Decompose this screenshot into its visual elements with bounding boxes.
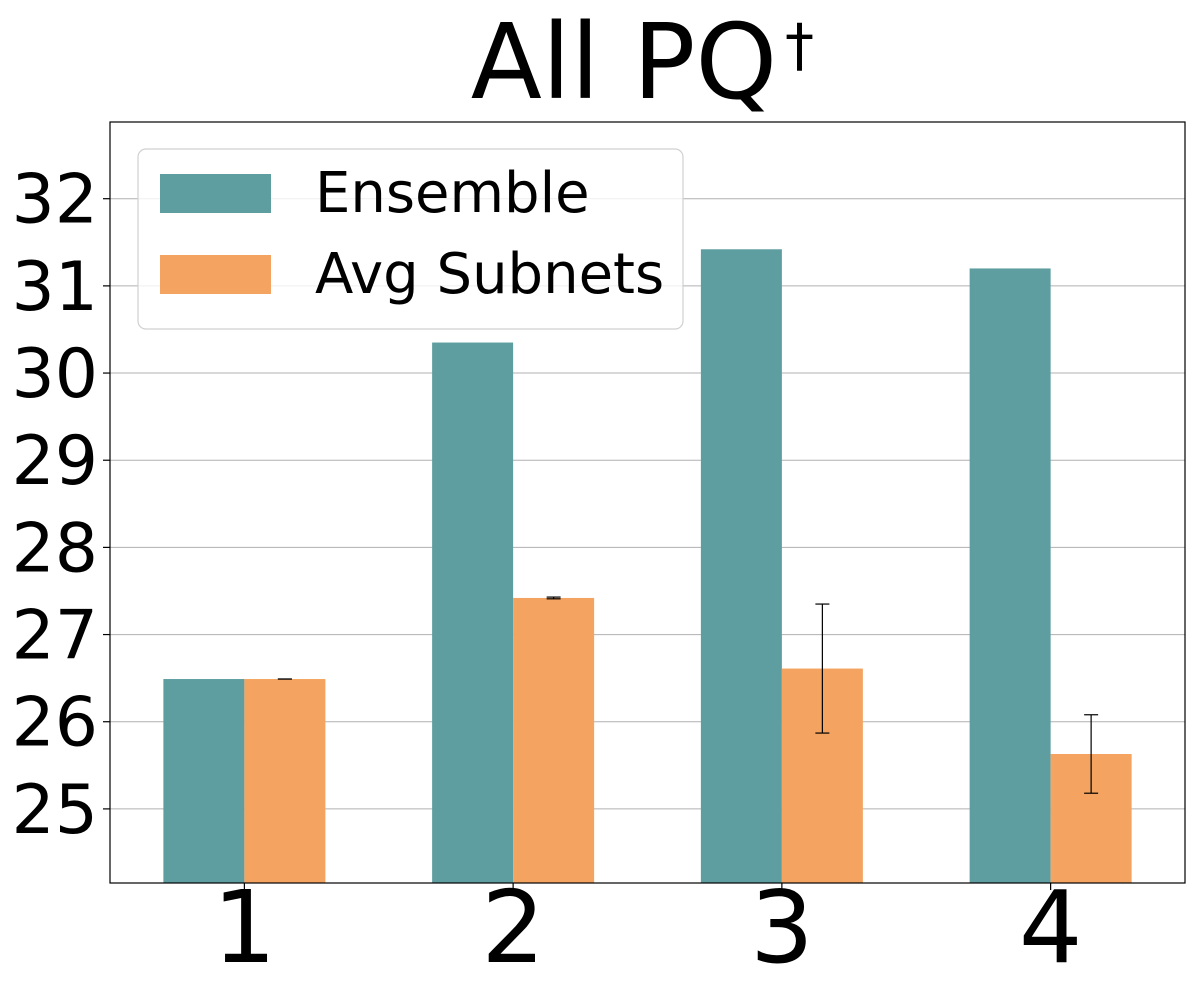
chart-title: All PQ <box>471 1 778 123</box>
error-bar <box>815 603 830 734</box>
chart-title-group: All PQ † <box>471 1 814 123</box>
bar-ensemble <box>432 342 514 883</box>
bar-ensemble <box>163 679 245 883</box>
legend-label: Ensemble <box>315 161 590 226</box>
bar-ensemble <box>700 249 782 884</box>
x-tick-label: 1 <box>213 869 277 986</box>
bar-avg-subnets <box>513 597 595 883</box>
y-tick-label: 30 <box>11 335 98 414</box>
error-bar <box>1084 714 1099 794</box>
y-axis-ticks: 25 26 27 28 29 30 31 32 <box>11 161 110 850</box>
bars <box>163 249 1132 884</box>
x-tick-label: 2 <box>481 869 545 986</box>
y-tick-label: 32 <box>11 161 98 240</box>
y-tick-label: 25 <box>11 771 98 850</box>
y-tick-label: 26 <box>11 684 98 763</box>
x-tick-label: 3 <box>750 869 814 986</box>
y-tick-label: 28 <box>11 509 98 588</box>
y-tick-label: 27 <box>11 597 98 676</box>
legend: Ensemble Avg Subnets <box>137 148 684 330</box>
legend-label: Avg Subnets <box>315 242 664 307</box>
bar-ensemble <box>969 268 1051 883</box>
legend-box <box>137 148 684 330</box>
chart-title-superscript: † <box>785 11 814 79</box>
x-axis-ticks: 1 2 3 4 <box>213 869 1083 986</box>
legend-swatch <box>160 255 271 294</box>
y-tick-label: 31 <box>11 248 98 327</box>
y-tick-label: 29 <box>11 422 98 501</box>
bar-avg-subnets <box>244 679 326 883</box>
error-bars <box>277 596 1099 794</box>
error-bar <box>546 596 561 600</box>
plot-area-frame <box>109 121 1186 884</box>
legend-swatch <box>160 174 271 213</box>
x-tick-label: 4 <box>1019 869 1083 986</box>
